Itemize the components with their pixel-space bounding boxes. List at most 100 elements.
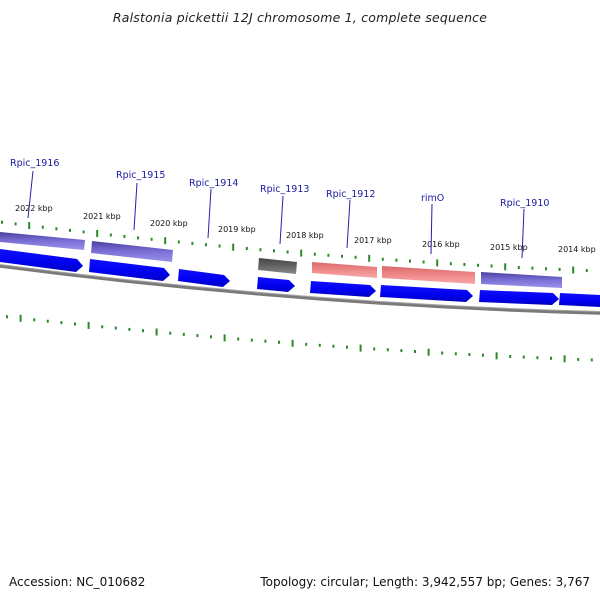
minor-tick [123,234,126,238]
minor-tick [82,230,85,234]
major-tick [495,352,498,360]
minor-tick [449,262,452,266]
leader-line [521,208,525,259]
cds-arrow-rimo[interactable] [380,285,473,302]
minor-tick [381,257,384,261]
minor-tick [101,325,104,329]
scale-label: 2021 kbp [83,212,121,221]
minor-tick [182,332,185,336]
minor-tick [60,321,63,325]
gene-label-rimo[interactable]: rimO [421,193,444,204]
minor-tick [318,343,321,347]
gene-block-rpic-1916[interactable] [0,232,85,250]
gene-block-rpic-1915[interactable] [91,241,173,262]
minor-tick [259,248,262,252]
minor-tick [150,237,153,241]
major-tick [572,266,575,274]
gene-label-rpic-1916[interactable]: Rpic_1916 [10,158,59,169]
scale-label: 2020 kbp [150,219,188,228]
gene-label-rpic-1912[interactable]: Rpic_1912 [326,189,375,200]
minor-tick [74,322,76,326]
minor-tick [441,351,444,355]
minor-tick [531,266,534,270]
major-tick [28,222,31,230]
minor-tick [414,350,416,353]
minor-tick [346,345,348,349]
chromosome-backbone [0,264,600,315]
minor-tick [395,258,398,262]
minor-tick [205,243,207,247]
minor-tick [273,249,275,253]
minor-tick [522,355,525,359]
minor-tick [332,344,335,348]
minor-tick [509,355,512,358]
minor-tick [558,267,561,271]
minor-tick [128,327,131,331]
scale-label: 2018 kbp [286,231,324,240]
gene-label-rpic-1910[interactable]: Rpic_1910 [500,198,549,209]
scale-label: 2014 kbp [558,245,596,254]
minor-tick [354,255,357,259]
minor-tick [482,353,484,357]
topology-summary: Topology: circular; Length: 3,942,557 bp… [260,575,590,589]
minor-tick [341,254,343,258]
minor-tick [327,253,330,257]
gene-label-rpic-1914[interactable]: Rpic_1914 [189,178,238,189]
scale-label: 2015 kbp [490,243,528,252]
leader-line [133,182,138,231]
minor-tick [490,264,493,268]
gene-label-rpic-1913[interactable]: Rpic_1913 [260,184,309,195]
minor-tick [137,236,139,240]
minor-tick [245,247,248,250]
minor-tick [1,220,3,224]
minor-tick [210,335,212,339]
minor-tick [218,244,221,248]
minor-tick [305,342,308,346]
scale-label: 2017 kbp [354,236,392,245]
minor-tick [477,263,479,267]
major-tick [436,259,439,267]
cds-arrow-rpic-1909[interactable] [559,293,600,307]
minor-tick [14,222,17,226]
minor-tick [264,339,267,343]
cds-arrow-rpic-1913[interactable] [257,277,295,292]
minor-tick [55,227,58,231]
major-tick [96,230,99,237]
cds-arrow-rpic-1915[interactable] [89,259,170,281]
gene-label-rpic-1915[interactable]: Rpic_1915 [116,170,165,181]
major-tick [232,243,235,251]
minor-tick [517,266,520,269]
minor-tick [33,318,36,322]
accession-text: Accession: NC_010682 [9,575,146,589]
minor-tick [577,357,580,361]
leader-line [207,188,212,239]
minor-tick [536,356,539,360]
cds-arrow-rpic-1912[interactable] [310,281,376,297]
minor-tick [463,263,466,266]
leader-line [27,170,34,219]
cds-arrow-rpic-1914[interactable] [178,269,230,287]
major-tick [563,355,566,363]
gene-lane [0,232,562,288]
major-tick [291,339,294,347]
major-tick [300,249,303,257]
outer-scale-ticks [1,220,588,274]
cds-lane [0,249,600,307]
minor-tick [400,349,403,353]
minor-tick [6,315,8,319]
minor-tick [191,241,194,245]
minor-tick [114,326,117,330]
major-tick [427,348,430,356]
scale-label: 2016 kbp [422,240,460,249]
gene-block-rpic-1910[interactable] [481,272,562,288]
gene-block-rimo[interactable] [382,266,475,284]
major-tick [223,334,226,342]
minor-tick [545,267,547,271]
major-tick [164,237,167,245]
cds-arrow-rpic-1916[interactable] [0,249,83,272]
gene-block-rpic-1912[interactable] [312,262,377,278]
gene-block-rpic-1913[interactable] [258,258,297,274]
leader-line [346,199,351,249]
cds-arrow-rpic-1910[interactable] [479,290,559,305]
